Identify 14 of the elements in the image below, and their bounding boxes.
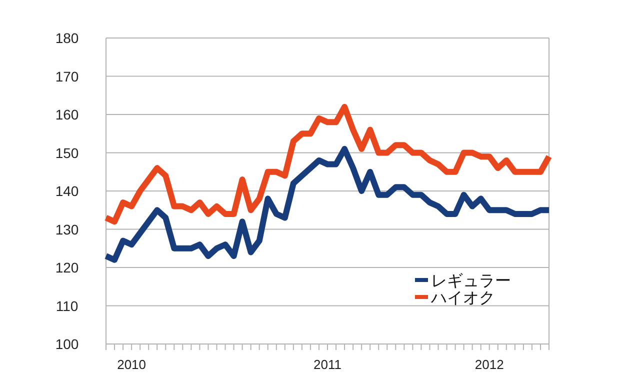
y-tick-label: 180: [55, 30, 79, 46]
y-tick-label: 160: [55, 106, 79, 122]
x-tick-label: 2010: [117, 357, 146, 372]
x-tick-label: 2012: [474, 357, 504, 372]
y-tick-label: 150: [55, 144, 79, 161]
y-tick-label: 120: [55, 260, 79, 276]
y-tick-label: 110: [56, 298, 78, 314]
y-tick-label: 100: [55, 336, 79, 352]
legend-label: レギュラー: [431, 272, 511, 290]
legend-label: ハイオク: [430, 290, 495, 307]
x-tick-label: 2011: [314, 357, 342, 372]
y-tick-label: 170: [55, 68, 79, 84]
y-tick-label: 140: [55, 183, 79, 199]
y-tick-label: 130: [55, 221, 79, 238]
